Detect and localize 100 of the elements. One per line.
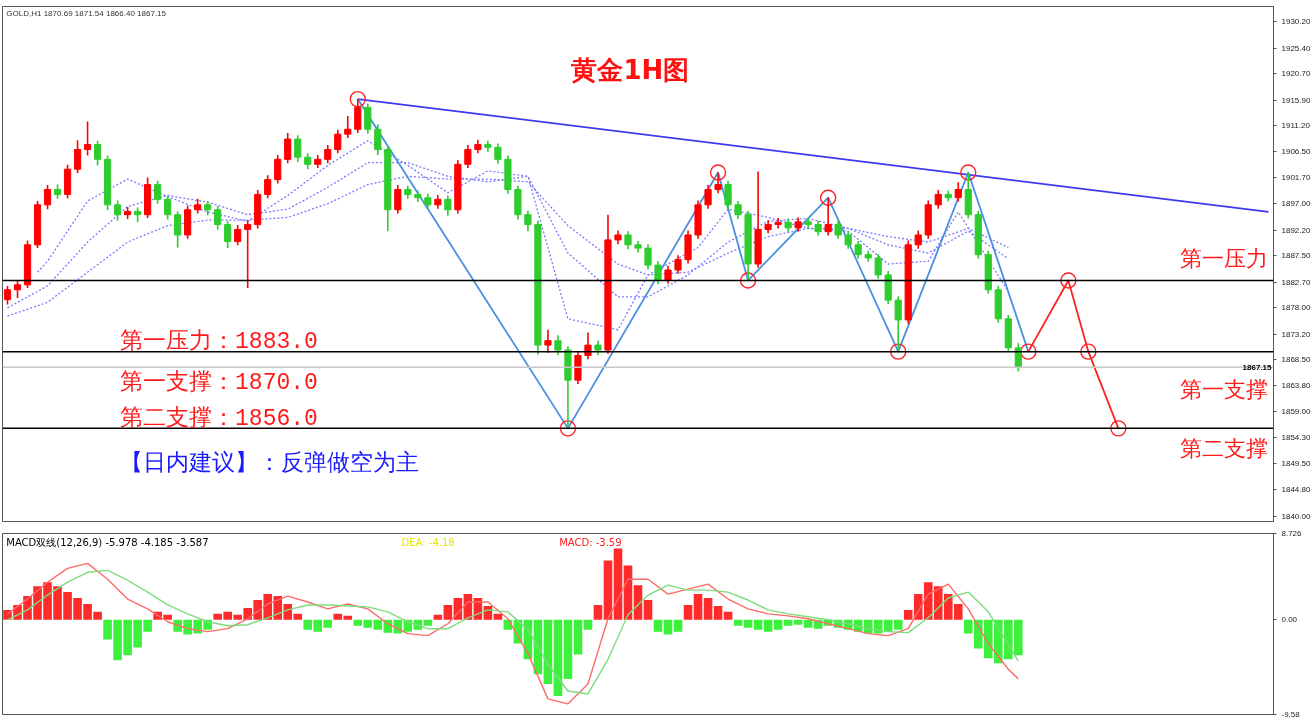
point — [349, 90, 366, 108]
bar — [433, 614, 443, 620]
candlestick — [664, 264, 672, 285]
candlestick — [334, 128, 342, 155]
candlestick — [83, 120, 92, 157]
bar — [673, 619, 683, 632]
point — [1080, 343, 1097, 360]
bar — [643, 600, 653, 620]
y-tick-label: 1854.30 — [1281, 433, 1311, 443]
candlestick — [544, 328, 552, 354]
bar — [703, 598, 713, 620]
candlestick — [374, 123, 382, 156]
y-tick-label: 1887.50 — [1281, 251, 1311, 261]
candlestick — [524, 210, 532, 232]
y-tick-label: 1863.80 — [1281, 381, 1311, 391]
y-tick-label: 1859.00 — [1281, 407, 1311, 417]
point — [1020, 343, 1037, 360]
bar — [723, 611, 733, 620]
bar — [743, 619, 753, 628]
candlestick — [73, 139, 82, 174]
candlestick — [734, 200, 742, 220]
candlestick — [113, 199, 122, 222]
candlestick — [274, 154, 282, 185]
candlestick — [234, 224, 242, 247]
candlestick — [1014, 342, 1022, 373]
candlestick — [394, 184, 402, 215]
y-tick-label: 1873.20 — [1281, 329, 1311, 339]
bar — [773, 619, 783, 630]
candlestick — [624, 230, 632, 251]
y-tick-label: 0.00 — [1281, 615, 1298, 625]
bar — [763, 619, 773, 632]
annotation: 【日内建议】：反弹做空为主 — [120, 450, 420, 478]
annotation: MACD: -3.59 — [559, 537, 622, 549]
y-tick-label: 1849.50 — [1281, 459, 1311, 469]
candlestick — [344, 115, 352, 139]
y-tick-label: 1930.20 — [1281, 17, 1311, 27]
candlestick — [3, 285, 12, 306]
bar — [423, 619, 433, 626]
candlestick — [934, 189, 942, 210]
candlestick — [644, 243, 652, 271]
ref-line-label: 第一压力 — [1179, 245, 1268, 271]
bar — [593, 604, 603, 620]
y-tick-label: 1878.00 — [1281, 303, 1311, 313]
bar — [583, 619, 593, 630]
candlestick — [264, 174, 272, 200]
candlestick — [674, 254, 682, 275]
bar — [653, 619, 663, 632]
y-tick-label: 1868.50 — [1281, 355, 1311, 365]
annotation: 第一压力：1883.0 — [120, 329, 318, 356]
bar — [803, 619, 813, 628]
y-tick-label: 1882.70 — [1281, 277, 1311, 287]
candlestick — [834, 219, 842, 240]
y-tick-label: 1840.00 — [1281, 511, 1311, 521]
candlestick — [464, 144, 472, 169]
candlestick — [224, 219, 232, 249]
candlestick — [164, 195, 172, 221]
y-tick-label: 1844.80 — [1281, 485, 1311, 495]
chart-subtitle: GOLD,H1 1870.69 1871.54 1866.40 1867.15 — [6, 8, 167, 18]
candlestick — [294, 134, 302, 163]
bar — [493, 613, 503, 620]
candlestick — [364, 102, 372, 135]
candlestick — [954, 181, 962, 203]
candlestick — [554, 334, 562, 356]
bar — [563, 619, 573, 680]
y-tick-label: 1897.00 — [1281, 199, 1311, 209]
point — [709, 164, 727, 181]
candlestick — [244, 219, 252, 289]
bar — [603, 560, 613, 620]
candlestick — [714, 171, 722, 195]
point — [1060, 272, 1077, 289]
chart-title: MACD双线(12,26,9) -5.978 -4.185 -3.587 — [6, 537, 209, 549]
candlestick — [214, 205, 222, 231]
bar — [783, 619, 793, 626]
bar — [793, 619, 803, 625]
candlestick — [154, 179, 162, 205]
bar — [733, 619, 743, 626]
point — [1110, 420, 1127, 437]
bar — [663, 619, 673, 635]
point — [960, 164, 977, 181]
candlestick — [93, 139, 102, 167]
candlestick — [444, 194, 452, 217]
candlestick — [174, 210, 182, 249]
ref-line-label: 第一支撑 — [1179, 377, 1268, 403]
bar — [693, 594, 703, 620]
y-tick-label: 1920.70 — [1281, 69, 1311, 79]
candlestick — [284, 132, 292, 164]
ref-line-label: 1867.15 — [1242, 362, 1273, 372]
candlestick — [704, 184, 712, 210]
y-tick-label: 1925.40 — [1281, 43, 1311, 53]
bar — [443, 604, 453, 620]
text: 黄金1H图 — [570, 55, 690, 86]
candlestick — [324, 144, 332, 164]
bar — [683, 604, 693, 620]
candlestick — [914, 229, 922, 250]
candlestick — [354, 98, 362, 134]
annotation: 第二支撑：1856.0 — [120, 405, 318, 432]
candlestick — [894, 295, 902, 353]
y-tick-label: -9.58 — [1281, 710, 1301, 719]
y-tick-label: 8.726 — [1281, 529, 1303, 538]
y-tick-label: 1906.50 — [1281, 147, 1311, 157]
